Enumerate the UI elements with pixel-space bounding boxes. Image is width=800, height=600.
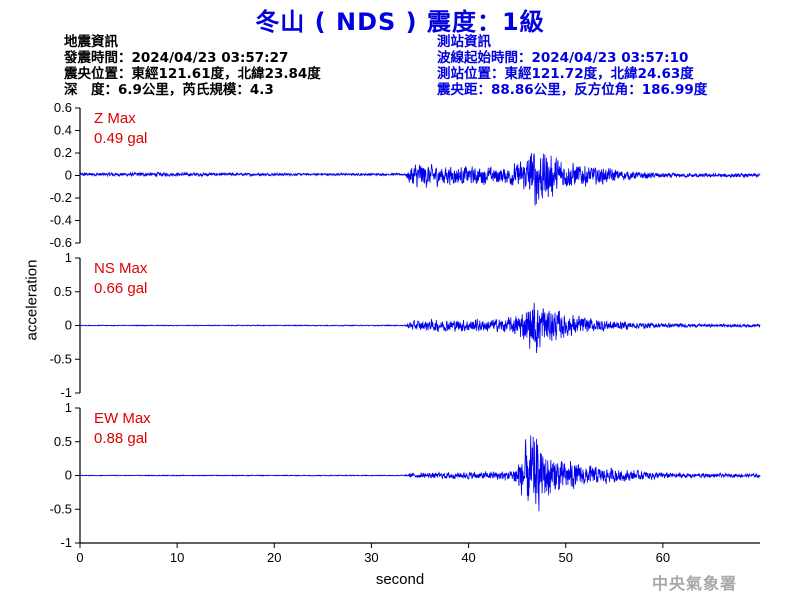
y-tick-label: -1 <box>60 385 72 400</box>
y-tick-label: 0.6 <box>54 100 72 115</box>
waveform-ew <box>79 435 761 512</box>
y-tick-label: -0.2 <box>50 190 72 205</box>
y-tick-label: 0 <box>65 318 72 333</box>
y-tick-label: 0.5 <box>54 434 72 449</box>
cwa-footer-logo: 中央氣象署 <box>652 574 738 593</box>
y-tick-label: -0.5 <box>50 351 72 366</box>
max-title-z: Z Max <box>94 110 136 127</box>
x-tick-label: 50 <box>558 550 572 565</box>
y-tick-label: 0 <box>65 468 72 483</box>
x-tick-label: 60 <box>656 550 670 565</box>
y-axis-label-wrap: acceleration <box>18 200 46 400</box>
max-value-z: 0.49 gal <box>94 130 147 147</box>
quake-info-block: 地震資訊 發震時間：2024/04/23 03:57:27 震央位置：東經121… <box>64 34 321 98</box>
x-tick-label: 0 <box>76 550 83 565</box>
waveform-z <box>79 152 761 206</box>
page-title: 冬山 ( NDS ) 震度：1級 <box>255 8 545 36</box>
max-value-ew: 0.88 gal <box>94 430 147 447</box>
quake-info-heading: 地震資訊 <box>64 34 118 50</box>
x-tick-label: 30 <box>364 550 378 565</box>
max-title-ew: EW Max <box>94 410 151 427</box>
y-tick-label: -0.5 <box>50 501 72 516</box>
y-tick-label: 0 <box>65 168 72 183</box>
depth-magnitude: 深 度：6.9公里，芮氏規模：4.3 <box>64 82 274 98</box>
y-tick-label: 0.5 <box>54 284 72 299</box>
station-location: 測站位置：東經121.72度，北緯24.63度 <box>437 66 694 82</box>
x-tick-label: 10 <box>170 550 184 565</box>
y-axis-label: acceleration <box>23 259 41 341</box>
max-title-ns: NS Max <box>94 260 148 277</box>
y-tick-label: -0.6 <box>50 235 72 250</box>
wave-start-time: 波線起始時間：2024/04/23 03:57:10 <box>437 50 689 66</box>
y-tick-label: 0.4 <box>54 123 72 138</box>
y-tick-label: 1 <box>65 400 72 415</box>
station-info-heading: 測站資訊 <box>437 34 491 50</box>
y-tick-label: -1 <box>60 535 72 550</box>
epicentral-distance: 震央距：88.86公里，反方位角：186.99度 <box>437 82 708 98</box>
y-tick-label: 1 <box>65 250 72 265</box>
y-tick-label: 0.2 <box>54 145 72 160</box>
x-tick-label: 40 <box>461 550 475 565</box>
max-value-ns: 0.66 gal <box>94 280 147 297</box>
origin-time: 發震時間：2024/04/23 03:57:27 <box>64 50 289 66</box>
station-info-block: 測站資訊 波線起始時間：2024/04/23 03:57:10 測站位置：東經1… <box>437 34 707 98</box>
x-tick-label: 20 <box>267 550 281 565</box>
epicenter-location: 震央位置：東經121.61度，北緯23.84度 <box>64 66 321 82</box>
waveform-ns <box>79 302 761 354</box>
y-tick-label: -0.4 <box>50 213 72 228</box>
x-axis-label: second <box>375 571 425 588</box>
